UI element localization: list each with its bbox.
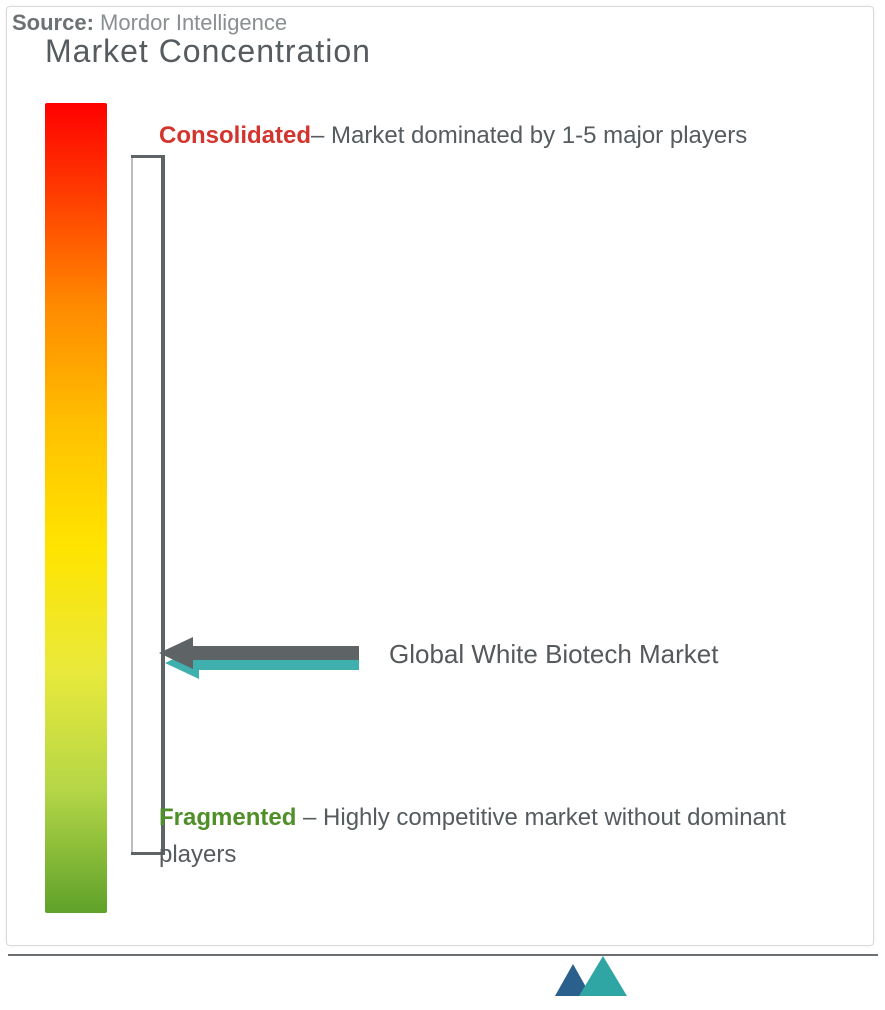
source-prefix: Source: [12,10,94,35]
market-arrow-icon [159,637,359,679]
fragmented-word: Fragmented [159,804,296,831]
chart-title: Market Concentration [45,33,371,70]
fragmented-label: Fragmented – Highly competitive market w… [159,799,859,873]
concentration-gradient-bar [45,103,107,913]
footer [8,954,878,1004]
market-label: Global White Biotech Market [389,639,718,670]
consolidated-word: Consolidated [159,122,311,149]
consolidated-desc: – Market dominated by 1-5 major players [311,122,747,149]
bracket [131,155,177,855]
source-text: Source: Mordor Intelligence [12,10,287,36]
consolidated-label: Consolidated– Market dominated by 1-5 ma… [159,117,859,154]
source-value: Mordor Intelligence [94,10,287,35]
mordor-logo-icon [555,956,635,1000]
chart-card: Market Concentration Consolidated– Marke… [6,6,874,946]
